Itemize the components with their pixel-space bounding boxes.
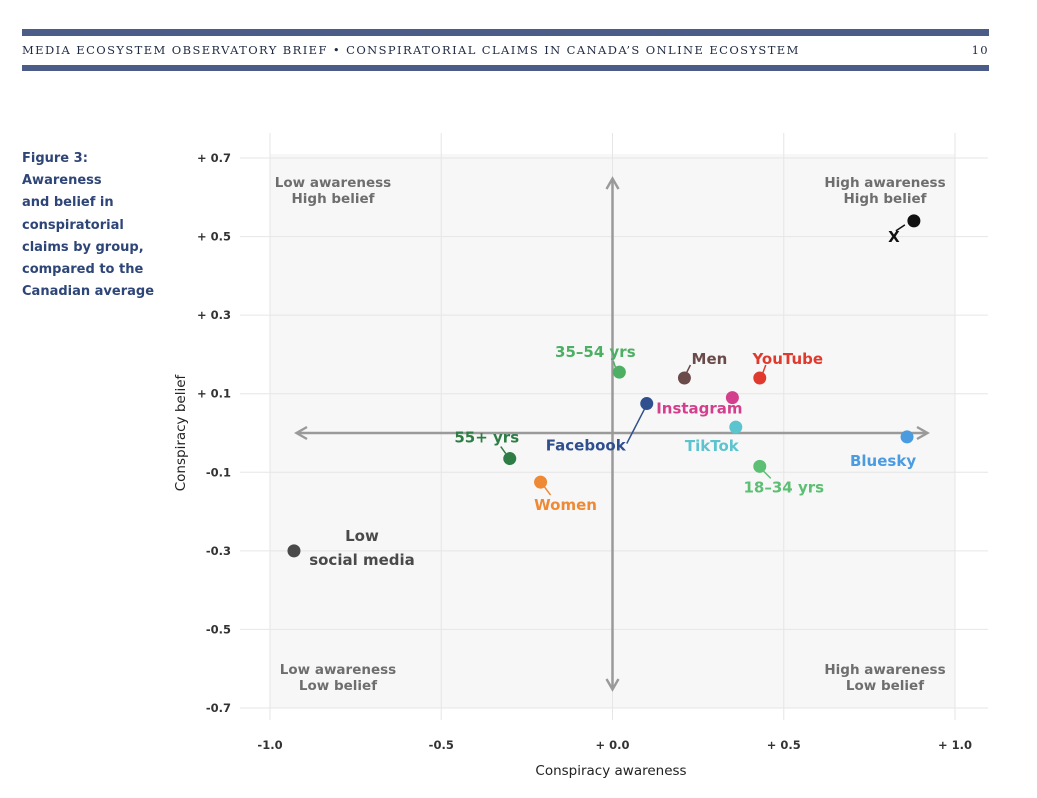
data-point [503, 452, 517, 466]
caption-line: conspiratorial [22, 217, 124, 233]
caption-line: Figure 3: [22, 151, 88, 166]
x-axis-title: Conspiracy awareness [535, 763, 686, 779]
y-axis-title: Conspiracy belief [173, 373, 189, 491]
data-label: social media [309, 551, 415, 569]
data-point [640, 397, 654, 411]
data-point [287, 544, 301, 558]
y-tick-label: -0.5 [206, 622, 231, 636]
x-tick-label: + 0.5 [767, 738, 801, 752]
x-tick-label: + 0.0 [595, 738, 629, 752]
caption-line: claims by group, [22, 239, 144, 255]
quadrant-label-top-left: Low awareness [275, 175, 391, 191]
leader-line [500, 446, 507, 454]
x-tick-label: -1.0 [257, 738, 282, 752]
data-label: X [888, 228, 900, 246]
data-label: Facebook [546, 437, 627, 455]
data-label: Women [534, 496, 597, 514]
leader-line [543, 486, 552, 496]
x-tick-label: -0.5 [429, 738, 454, 752]
leader-line [626, 408, 646, 444]
y-tick-label: -0.7 [206, 701, 231, 715]
data-label: Low [345, 527, 379, 545]
leader-line [685, 364, 692, 374]
data-label: Instagram [656, 400, 742, 418]
figure-caption: Figure 3: Awareness and belief in conspi… [22, 148, 162, 303]
x-tick-label: + 1.0 [938, 738, 972, 752]
y-tick-label: + 0.3 [197, 308, 231, 322]
data-point [677, 371, 691, 385]
data-label: 18–34 yrs [743, 478, 824, 496]
data-label: YouTube [751, 350, 823, 368]
data-point [534, 475, 548, 489]
data-point [753, 371, 767, 385]
header: Media Ecosystem Observatory Brief • Cons… [22, 43, 989, 61]
quadrant-label-bottom-left: Low belief [299, 678, 377, 694]
quadrant-label-top-left: High belief [291, 191, 374, 207]
leader-line [895, 224, 906, 232]
data-label: Men [692, 350, 728, 368]
leader-line [612, 360, 617, 368]
data-point [907, 214, 921, 228]
caption-line: and belief in [22, 195, 114, 211]
y-tick-label: -0.1 [206, 465, 231, 479]
data-point [900, 430, 914, 444]
data-label: 55+ yrs [454, 429, 519, 447]
page-number: 10 [971, 43, 989, 57]
quadrant-label-bottom-right: Low belief [846, 678, 924, 694]
y-tick-label: + 0.7 [197, 151, 231, 165]
header-rule-bottom [22, 65, 989, 71]
data-point [725, 391, 739, 405]
quadrant-label-top-right: High awareness [824, 175, 945, 191]
y-tick-label: -0.3 [206, 544, 231, 558]
leader-line [763, 470, 772, 479]
quadrant-label-top-right: High belief [843, 191, 926, 207]
caption-line: Awareness [22, 173, 102, 189]
header-rule-top [22, 29, 989, 36]
y-tick-label: + 0.5 [197, 230, 231, 244]
data-label: TikTok [685, 437, 740, 455]
y-tick-label: + 0.1 [197, 387, 231, 401]
leader-line [762, 364, 767, 374]
quadrant-label-bottom-left: Low awareness [280, 662, 396, 678]
data-point [753, 459, 767, 473]
report-title: Media Ecosystem Observatory Brief • Cons… [22, 43, 800, 57]
caption-line: Canadian average [22, 284, 155, 300]
data-label: 35–54 yrs [555, 343, 636, 361]
data-label: Bluesky [850, 452, 916, 470]
caption-line: compared to the [22, 262, 144, 278]
data-point [729, 420, 743, 434]
quadrant-label-bottom-right: High awareness [824, 662, 945, 678]
data-point [612, 365, 626, 379]
